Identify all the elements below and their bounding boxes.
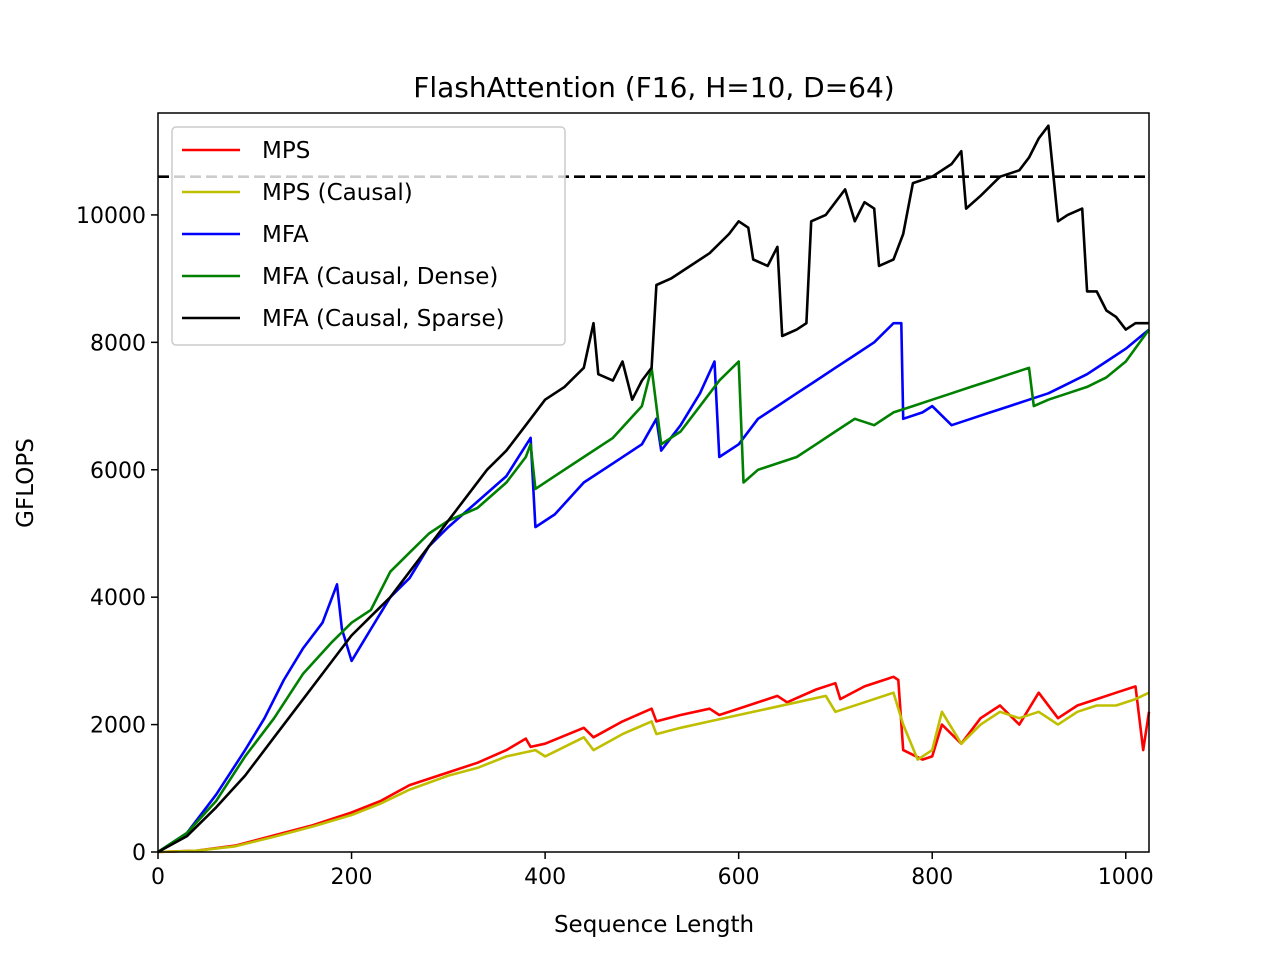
y-tick-label: 0 xyxy=(132,841,146,866)
series-line-1 xyxy=(157,675,1151,854)
x-axis: 0 200 400 600 800 1000 xyxy=(151,852,1154,890)
x-tick-label: 400 xyxy=(524,865,566,890)
legend: MPS MPS (Causal) MFA MFA (Causal, Dense) MFA… xyxy=(171,126,566,346)
y-tick-label: 4000 xyxy=(90,586,146,611)
series-line-3 xyxy=(157,321,1150,854)
legend-label: MFA xyxy=(262,222,309,248)
legend-label: MPS xyxy=(262,138,310,164)
x-tick-label: 800 xyxy=(911,865,953,890)
series-line-4 xyxy=(157,328,1151,854)
x-tick-label: 0 xyxy=(151,865,165,890)
x-axis-label: Sequence Length xyxy=(554,912,754,938)
series-layer xyxy=(157,124,1151,854)
chart-title: FlashAttention (F16, H=10, D=64) xyxy=(413,71,894,104)
legend-box xyxy=(171,126,566,346)
series-line-5 xyxy=(157,124,1149,854)
x-tick-label: 200 xyxy=(331,865,373,890)
y-tick-label: 6000 xyxy=(90,459,146,484)
legend-label: MPS (Causal) xyxy=(262,180,413,206)
series-line-2 xyxy=(157,691,1150,854)
x-tick-label: 1000 xyxy=(1098,865,1154,890)
y-tick-label: 2000 xyxy=(90,714,146,739)
y-tick-label: 8000 xyxy=(90,331,146,356)
legend-items: MPS MPS (Causal) MFA MFA (Causal, Dense) MFA… xyxy=(182,138,505,332)
y-axis-label: GFLOPS xyxy=(13,438,39,528)
y-tick-label: 10000 xyxy=(76,204,146,229)
x-tick-label: 600 xyxy=(718,865,760,890)
y-axis: 0 2000 4000 6000 8000 10000 xyxy=(76,204,158,866)
legend-label: MFA (Causal, Dense) xyxy=(262,264,498,290)
legend-label: MFA (Causal, Sparse) xyxy=(262,306,505,332)
plot-frame xyxy=(157,112,1150,853)
